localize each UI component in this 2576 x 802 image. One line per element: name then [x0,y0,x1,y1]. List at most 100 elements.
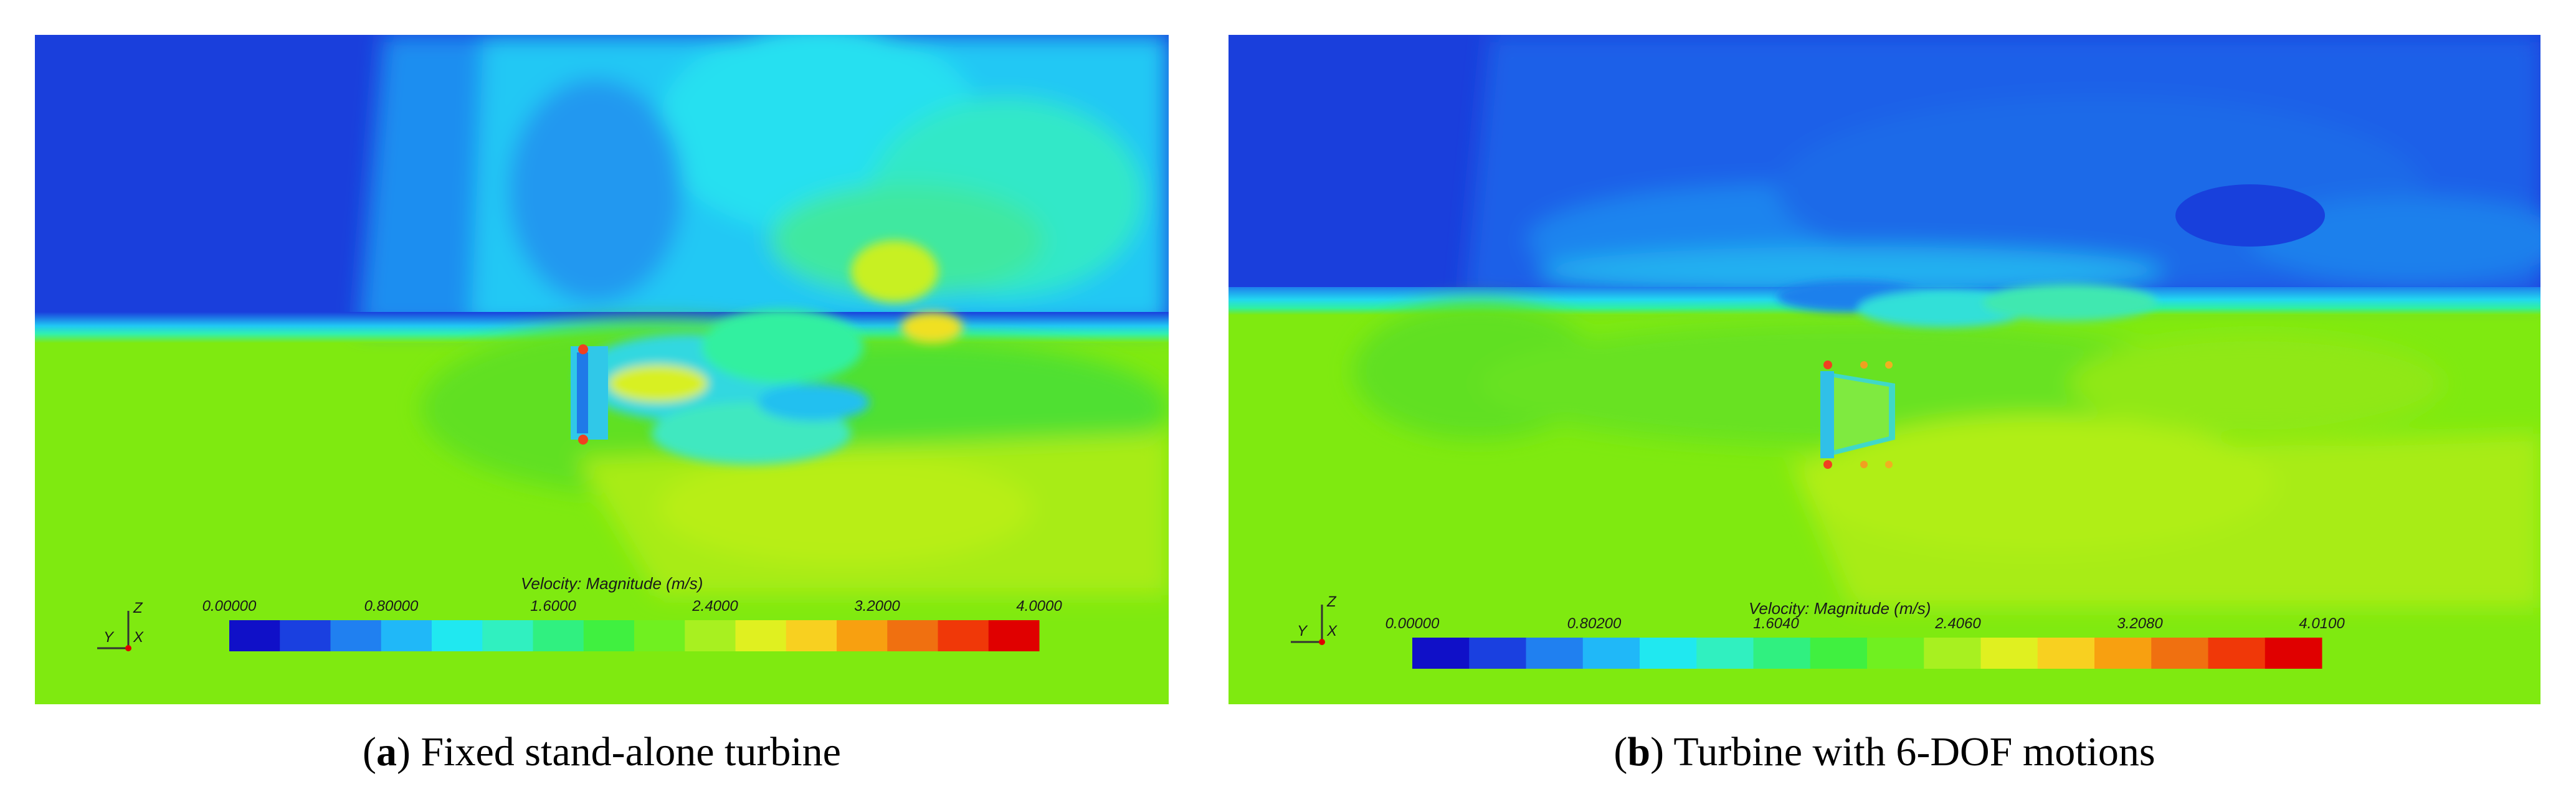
colorbar-b [1412,638,2322,669]
colorbar-a [229,620,1040,651]
colorbar-ticks-b: 0.00000 0.80200 1.6040 2.4060 3.2080 4.0100 [1385,615,2345,632]
colorbar-segment [457,620,483,651]
colorbar-segment [887,620,913,651]
colorbar-segment [609,620,635,651]
caption-text-a: Fixed stand-alone turbine [410,729,841,775]
colorbar-segment [786,620,812,651]
colorbar-segment [938,620,964,651]
colorbar-segment [2094,638,2124,669]
colorbar-tick-label: 2.4000 [692,598,738,615]
axis-label-z: Z [133,600,143,616]
axis-label-x: X [1326,623,1338,639]
colorbar-tick-label: 1.6000 [530,598,576,615]
colorbar-tick-label: 2.4060 [1934,615,1981,632]
colorbar-segment [507,620,533,651]
colorbar-segment [558,620,584,651]
colorbar-segment [2236,638,2266,669]
colorbar-segment [2179,638,2208,669]
caption-a: (a) Fixed stand-alone turbine [363,729,841,775]
axis-label-y: Y [1297,623,1308,639]
colorbar-segment [2151,638,2180,669]
colorbar-segment [634,620,660,651]
colorbar-ticks-a: 0.00000 0.80000 1.6000 2.4000 3.2000 4.0000 [202,598,1063,615]
axis-label-y: Y [103,629,115,646]
colorbar-segment [2293,638,2322,669]
colorbar-segment [963,620,989,651]
turbine-wake-turbulence [577,240,963,465]
contour-plot-6dof-turbine: Z Y X Velocity: Magnitude (m/s) 0.00000 0… [1229,35,2540,704]
colorbar-title-b: Velocity: Magnitude (m/s) [1749,599,1931,618]
colorbar-segment [1753,638,1782,669]
colorbar-tick-label: 0.80000 [364,598,419,615]
colorbar-segment [1497,638,1526,669]
colorbar-segment [533,620,559,651]
colorbar-segment [1412,638,1442,669]
air-wake-cyan [359,35,1169,328]
colorbar-segment [432,620,458,651]
colorbar-segment [1611,638,1640,669]
colorbar-segment [1469,638,1498,669]
colorbar-segment [1526,638,1555,669]
axis-triad-a [97,611,130,649]
axis-label-z: Z [1326,593,1337,610]
colorbar-segment [862,620,888,651]
colorbar-segment [482,620,508,651]
colorbar-tick-label: 4.0000 [1016,598,1062,615]
colorbar-segment [1554,638,1584,669]
surface-wake-turbulence [1777,281,2157,328]
colorbar-tick-label: 0.00000 [1385,615,1440,632]
colorbar-segment [1440,638,1470,669]
colorbar-segment [356,620,382,651]
colorbar-segment [1924,638,1953,669]
air-wake-blue [1465,35,2540,296]
colorbar-segment [811,620,837,651]
colorbar-segment [2122,638,2152,669]
colorbar-segment [685,620,711,651]
water-flow-zones [1353,303,2540,608]
colorbar-segment [583,620,609,651]
velocity-contour-image-a: Z Y X Velocity: Magnitude (m/s) 0.00000 0… [35,35,1169,704]
colorbar-segment [1867,638,1896,669]
colorbar-segment [2066,638,2095,669]
colorbar-title-a: Velocity: Magnitude (m/s) [521,574,703,593]
caption-text-b: Turbine with 6-DOF motions [1664,729,2155,775]
colorbar-segment [1895,638,1924,669]
colorbar-tick-label: 1.6040 [1753,615,1799,632]
colorbar-segment [1640,638,1669,669]
colorbar-segment [761,620,787,651]
colorbar-segment [710,620,736,651]
colorbar-tick-label: 0.80200 [1567,615,1622,632]
turbine-rotor-a [571,344,608,445]
colorbar-segment [1810,638,1839,669]
contour-plot-fixed-turbine: Z Y X Velocity: Magnitude (m/s) 0.00000 0… [35,35,1169,704]
colorbar-segment [1724,638,1754,669]
colorbar-segment [2037,638,2066,669]
colorbar-segment [912,620,938,651]
colorbar-segment [2009,638,2038,669]
colorbar-segment [305,620,331,651]
axis-label-x: X [133,629,144,646]
colorbar-segment [837,620,863,651]
colorbar-segment [1696,638,1726,669]
colorbar-segment [1582,638,1612,669]
colorbar-tick-label: 3.2080 [2117,615,2163,632]
colorbar-segment [659,620,685,651]
colorbar-segment [229,620,255,651]
caption-letter-a: a [376,729,397,775]
colorbar-segment [988,620,1014,651]
colorbar-tick-label: 4.0100 [2299,615,2345,632]
turbine-rotor-b [1820,361,1895,469]
colorbar-segment [1952,638,1981,669]
colorbar-segment [2208,638,2237,669]
caption-letter-b: b [1627,729,1651,775]
axis-triad-b [1291,605,1323,643]
colorbar-segment [330,620,356,651]
colorbar-segment [735,620,761,651]
colorbar-segment [381,620,407,651]
colorbar-tick-label: 0.00000 [202,598,257,615]
velocity-contour-image-b: Z Y X Velocity: Magnitude (m/s) 0.00000 0… [1229,35,2540,704]
colorbar-segment [1782,638,1811,669]
colorbar-segment [280,620,306,651]
colorbar-segment [406,620,432,651]
colorbar-segment [1980,638,2010,669]
